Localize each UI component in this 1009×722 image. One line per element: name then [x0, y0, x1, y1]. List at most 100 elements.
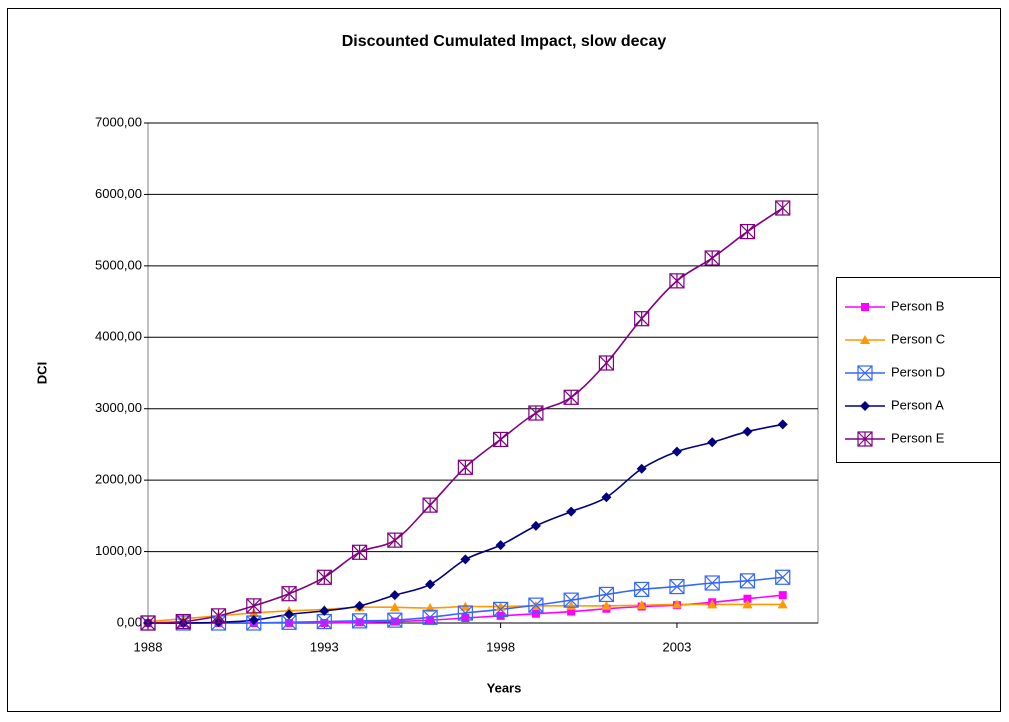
marker-part	[281, 614, 297, 630]
marker	[354, 600, 365, 611]
marker	[671, 599, 682, 609]
marker-part	[528, 405, 544, 421]
marker-part	[460, 554, 471, 565]
legend-label: Person C	[891, 331, 945, 346]
marker-part	[742, 426, 753, 437]
y-tick-label: 3000,00	[95, 400, 142, 415]
marker-part	[740, 224, 755, 239]
marker-part	[351, 613, 368, 629]
marker-part	[740, 573, 755, 589]
y-tick-label: 5000,00	[95, 257, 142, 272]
marker	[493, 431, 509, 448]
marker	[739, 573, 756, 589]
marker-part	[775, 569, 791, 585]
marker-part	[387, 612, 403, 628]
marker	[531, 609, 540, 618]
marker-part	[355, 618, 364, 627]
marker-part	[567, 607, 576, 616]
marker	[457, 605, 473, 621]
y-axis-title: DCI	[34, 362, 49, 384]
marker-part	[320, 619, 329, 627]
marker	[319, 605, 330, 616]
marker	[777, 599, 788, 609]
marker-part	[857, 365, 873, 381]
marker-part	[495, 540, 506, 551]
y-tick-label: 0,00	[117, 614, 142, 629]
marker-part	[389, 590, 400, 601]
marker	[669, 273, 685, 289]
marker-part	[248, 615, 259, 626]
marker	[566, 506, 577, 517]
marker	[422, 497, 438, 513]
marker-part	[284, 609, 295, 620]
marker	[389, 602, 400, 612]
marker	[460, 554, 471, 565]
marker	[860, 401, 870, 411]
marker-part	[669, 578, 685, 595]
marker-part	[857, 431, 873, 447]
marker	[601, 600, 612, 610]
marker-part	[636, 600, 647, 610]
marker-part	[281, 586, 297, 602]
marker-part	[707, 437, 718, 448]
marker-part	[857, 365, 873, 381]
marker-part	[671, 446, 682, 457]
y-tick-label: 1000,00	[95, 543, 142, 558]
marker-part	[669, 579, 685, 594]
y-tick-label: 7000,00	[95, 114, 142, 129]
marker-part	[704, 250, 720, 266]
marker	[426, 616, 435, 625]
marker-part	[598, 587, 614, 602]
marker-part	[671, 599, 682, 609]
marker	[634, 311, 650, 327]
marker	[636, 463, 647, 474]
marker-part	[457, 605, 473, 621]
marker-part	[493, 602, 509, 617]
marker-part	[422, 609, 438, 625]
marker-part	[426, 616, 435, 625]
marker-part	[777, 419, 788, 430]
marker-part	[634, 582, 650, 597]
marker-part	[860, 335, 870, 344]
marker-part	[387, 612, 403, 628]
chart-title: Discounted Cumulated Impact, slow decay	[342, 33, 667, 50]
marker-part	[775, 200, 791, 216]
marker-part	[566, 506, 577, 517]
marker	[390, 617, 399, 626]
marker-part	[140, 615, 156, 631]
marker	[857, 431, 873, 447]
marker-part	[211, 608, 226, 624]
marker	[775, 200, 791, 216]
marker-part	[563, 389, 579, 405]
marker	[210, 608, 227, 624]
marker	[739, 223, 756, 240]
x-tick-label: 1998	[486, 639, 515, 654]
y-tick-label: 6000,00	[95, 186, 142, 201]
plot-area	[147, 122, 819, 624]
marker	[528, 405, 544, 421]
marker-part	[775, 569, 791, 585]
marker	[493, 601, 509, 618]
y-tick-label: 4000,00	[95, 329, 142, 344]
marker	[495, 601, 506, 611]
marker-part	[461, 614, 470, 622]
marker	[704, 250, 720, 266]
x-axis-title: Years	[487, 680, 522, 695]
x-tick-label: 1993	[310, 639, 339, 654]
marker-part	[528, 597, 544, 613]
marker	[634, 581, 650, 598]
marker-part	[530, 520, 541, 531]
marker	[530, 520, 541, 531]
marker-part	[601, 600, 612, 610]
marker	[563, 592, 579, 608]
marker-part	[457, 605, 473, 621]
marker-part	[352, 544, 368, 560]
marker	[495, 540, 506, 551]
marker-part	[528, 597, 544, 613]
marker	[425, 579, 436, 590]
marker	[777, 419, 788, 430]
marker	[284, 609, 295, 620]
marker-part	[531, 609, 540, 618]
marker-part	[425, 579, 436, 590]
